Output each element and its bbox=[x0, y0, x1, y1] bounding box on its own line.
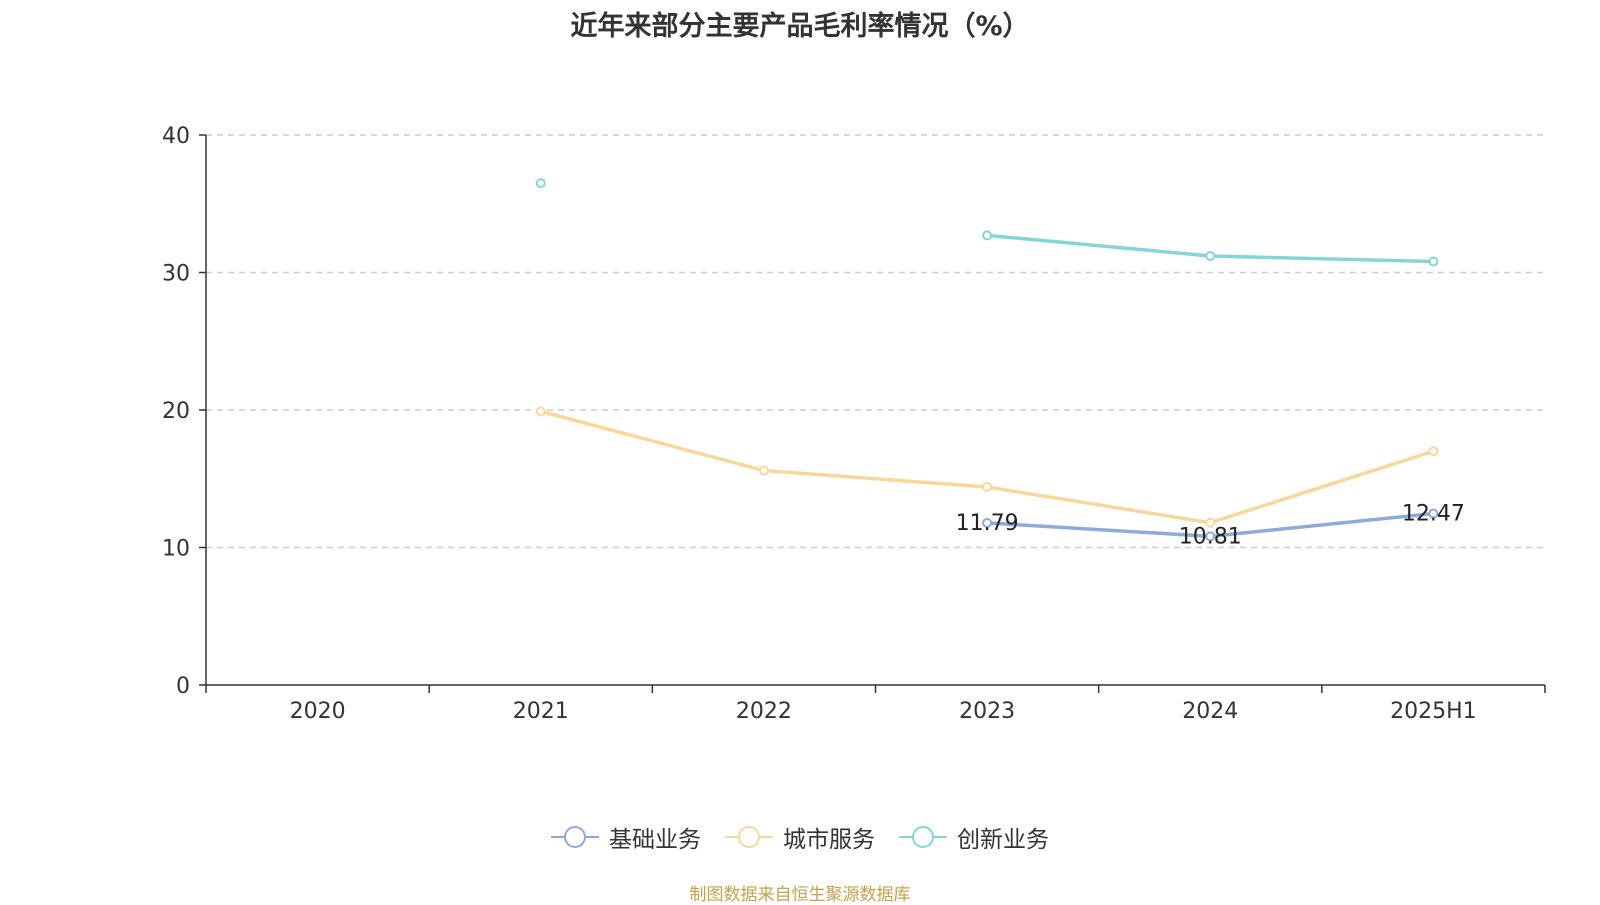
data-point bbox=[535, 406, 546, 417]
data-label: 12.47 bbox=[1402, 502, 1465, 527]
y-tick-label: 30 bbox=[162, 262, 190, 287]
x-tick-label: 2025H1 bbox=[1390, 699, 1477, 724]
legend-line-circle-icon bbox=[725, 826, 773, 848]
data-point bbox=[1205, 531, 1216, 542]
x-tick-label: 2022 bbox=[736, 699, 792, 724]
x-tick-label: 2023 bbox=[959, 699, 1015, 724]
y-tick-label: 40 bbox=[162, 124, 190, 149]
data-labels: 11.79 10.81 12.47 bbox=[956, 502, 1465, 550]
series-line bbox=[540, 409, 1434, 525]
data-point bbox=[982, 517, 993, 528]
data-point bbox=[1428, 446, 1439, 457]
grid-lines bbox=[206, 134, 1545, 549]
data-point bbox=[982, 482, 993, 492]
data-label: 11.79 bbox=[956, 511, 1019, 536]
legend-item[interactable]: 创新业务 bbox=[899, 820, 1049, 854]
series-lines bbox=[535, 178, 1439, 542]
legend: 基础业务 城市服务 创新业务 bbox=[0, 820, 1600, 854]
x-tick-label: 2024 bbox=[1182, 699, 1238, 724]
data-point bbox=[1428, 256, 1439, 267]
x-tick-label: 2021 bbox=[513, 699, 569, 724]
data-point bbox=[1428, 508, 1439, 519]
x-tick-label: 2020 bbox=[290, 699, 346, 724]
legend-label: 创新业务 bbox=[957, 827, 1049, 853]
data-point bbox=[1205, 251, 1216, 261]
data-label: 10.81 bbox=[1179, 524, 1242, 549]
legend-item[interactable]: 基础业务 bbox=[551, 820, 701, 854]
legend-label: 城市服务 bbox=[783, 827, 875, 853]
legend-label: 基础业务 bbox=[609, 827, 701, 853]
legend-item[interactable]: 城市服务 bbox=[725, 820, 875, 854]
data-point bbox=[758, 465, 769, 476]
legend-line-circle-icon bbox=[551, 826, 599, 848]
source-note: 制图数据来自恒生聚源数据库 bbox=[689, 885, 911, 905]
legend-line-circle-icon bbox=[899, 826, 947, 848]
y-tick-label: 0 bbox=[176, 674, 190, 699]
axes: 0 10 20 30 40 2020 2021 2022 2023 2024 2025H1 bbox=[162, 124, 1546, 724]
data-point bbox=[535, 178, 546, 189]
y-tick-label: 10 bbox=[162, 537, 190, 562]
data-point bbox=[1205, 517, 1216, 528]
y-tick-label: 20 bbox=[162, 399, 190, 424]
chart-title: 近年来部分主要产品毛利率情况（%） bbox=[570, 11, 1030, 42]
data-point bbox=[982, 230, 993, 241]
